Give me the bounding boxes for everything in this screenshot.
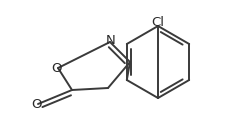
Text: Cl: Cl	[151, 15, 164, 29]
Text: O: O	[31, 99, 41, 111]
Text: N: N	[106, 34, 116, 46]
Text: O: O	[51, 62, 61, 75]
